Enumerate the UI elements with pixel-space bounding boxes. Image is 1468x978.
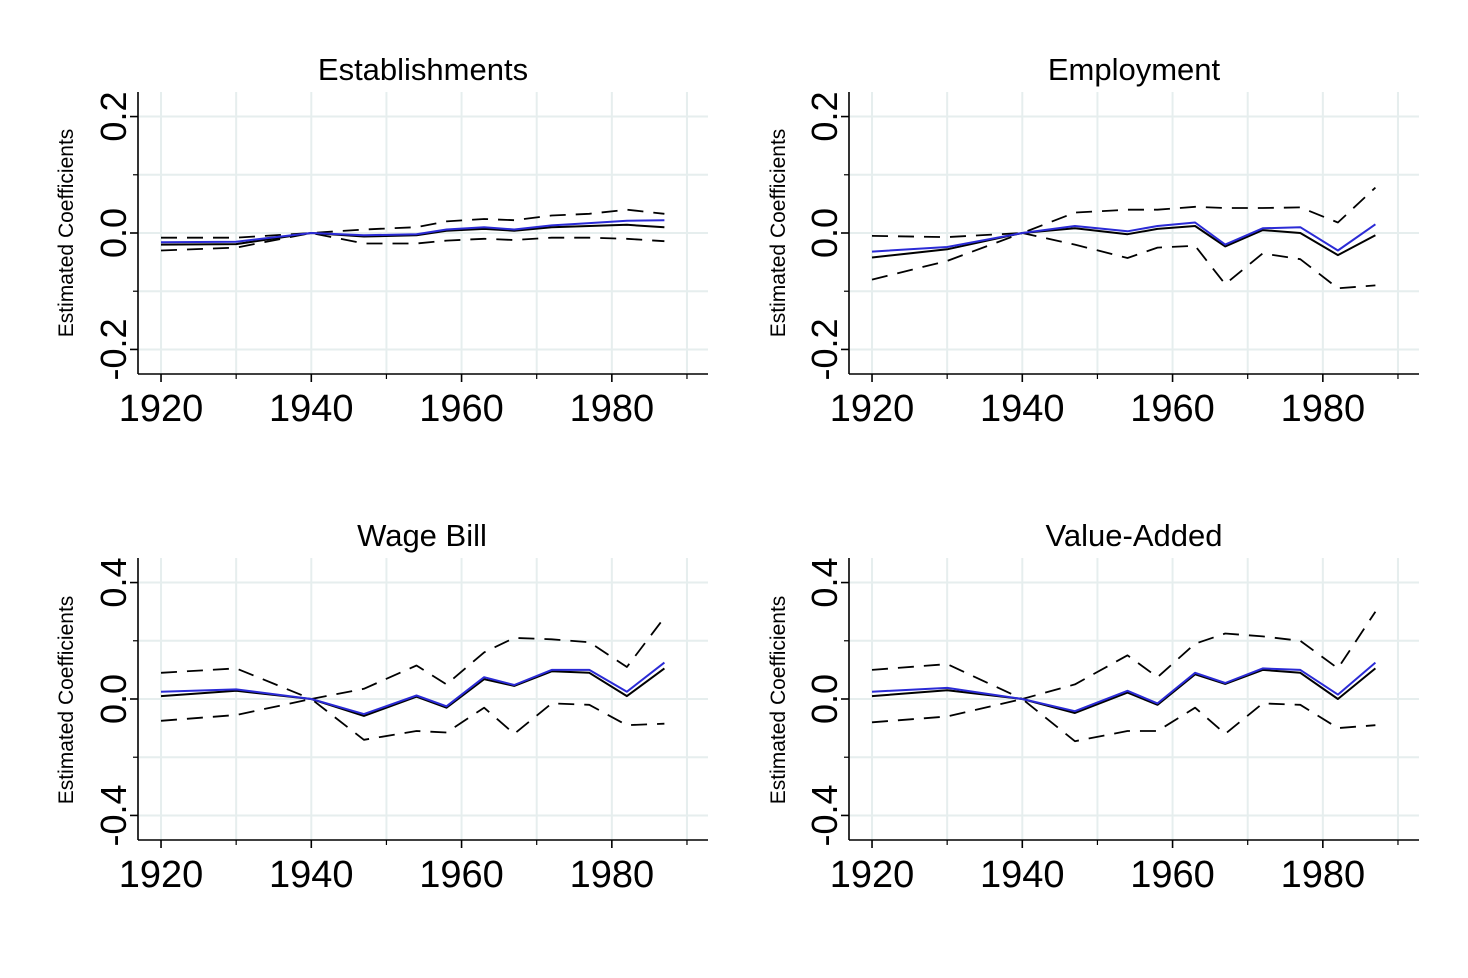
y-tick-label: 0.0	[804, 208, 845, 258]
x-tick-label: 1980	[1281, 388, 1366, 430]
series-line-estimate-blue	[160, 219, 665, 244]
panel-establishments: Establishments Estimated Coefficients 19…	[55, 52, 708, 430]
grid	[850, 558, 1419, 839]
y-axis-label: Estimated Coefficients	[767, 129, 790, 338]
y-tick-label: -0.2	[93, 318, 134, 380]
y-axis-label: Estimated Coefficients	[55, 596, 78, 805]
series-line-estimate-blue	[871, 661, 1377, 713]
series-line-confidence-bound	[871, 186, 1377, 239]
x-tick-label: 1920	[830, 854, 915, 896]
x-tick-label: 1960	[419, 388, 504, 430]
panel-employment: Employment Estimated Coefficients 1920 19…	[767, 52, 1419, 430]
panel-wage-bill: Wage Bill Estimated Coefficients 1920 194…	[55, 518, 708, 896]
x-tick-label: 1980	[1281, 854, 1366, 896]
series-line-confidence-bound	[871, 698, 1376, 743]
x-tick-label: 1940	[269, 388, 354, 430]
series-line-confidence-bound	[160, 616, 666, 700]
panel-title: Wage Bill	[357, 518, 487, 553]
panel-value-added: Value-Added Estimated Coefficients 1920 1…	[767, 518, 1419, 896]
y-tick-label: 0.4	[804, 558, 845, 608]
x-tick-label: 1980	[570, 388, 655, 430]
series-line-confidence-bound	[160, 698, 665, 741]
grid	[850, 92, 1419, 373]
series-line-estimate-blue	[160, 661, 666, 716]
x-tick-label: 1980	[570, 854, 655, 896]
y-tick-label: 0.0	[93, 674, 134, 724]
y-axis-label: Estimated Coefficients	[55, 129, 78, 338]
y-tick-label: -0.2	[804, 318, 845, 380]
grid	[139, 92, 708, 373]
y-tick-label: 0.2	[93, 92, 134, 142]
y-tick-label: 0.2	[804, 92, 845, 142]
x-tick-label: 1940	[980, 388, 1065, 430]
series-line-confidence-bound	[871, 611, 1377, 700]
x-tick-label: 1920	[119, 388, 204, 430]
x-tick-label: 1960	[419, 854, 504, 896]
panel-title: Value-Added	[1046, 518, 1223, 553]
x-tick-label: 1960	[1130, 854, 1215, 896]
x-tick-label: 1940	[269, 854, 354, 896]
y-tick-label: -0.4	[93, 784, 134, 846]
series-line-confidence-bound	[871, 232, 1376, 290]
series-line-estimate-blue	[871, 221, 1376, 253]
y-tick-label: 0.0	[93, 208, 134, 258]
x-tick-label: 1920	[830, 388, 915, 430]
x-tick-label: 1920	[119, 854, 204, 896]
y-axis-label: Estimated Coefficients	[767, 596, 790, 805]
panel-title: Employment	[1048, 52, 1221, 87]
x-tick-label: 1940	[980, 854, 1065, 896]
panel-title: Establishments	[318, 52, 528, 87]
y-tick-label: 0.4	[93, 558, 134, 608]
y-tick-label: -0.4	[804, 784, 845, 846]
y-tick-label: 0.0	[804, 674, 845, 724]
x-tick-label: 1960	[1130, 388, 1215, 430]
